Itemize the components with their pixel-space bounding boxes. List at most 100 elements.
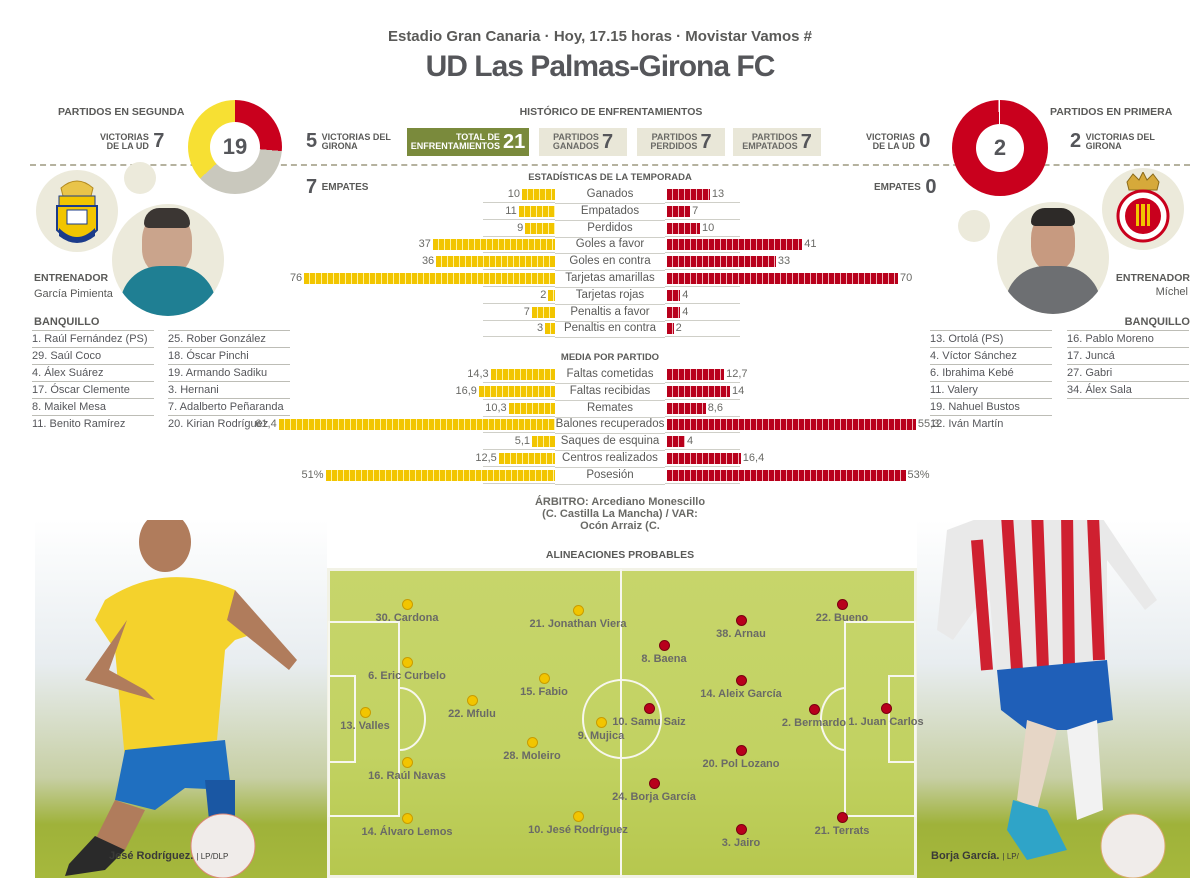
row-rule bbox=[483, 235, 555, 237]
stat-label: Remates bbox=[555, 400, 665, 418]
lineup-player: 10. Jesé Rodríguez bbox=[503, 811, 653, 836]
las-palmas-value: 16,9 bbox=[455, 384, 477, 397]
girona-crest-icon bbox=[1116, 172, 1170, 243]
stat-row: 9 Perdidos 10 bbox=[230, 220, 990, 238]
stat-label: Perdidos bbox=[555, 220, 665, 238]
player-name: 20. Pol Lozano bbox=[702, 758, 780, 770]
las-palmas-bar bbox=[545, 323, 555, 335]
girona-value: 41 bbox=[804, 238, 817, 251]
las-palmas-value: 51% bbox=[301, 468, 324, 481]
girona-bar bbox=[667, 189, 710, 200]
las-palmas-value: 12,5 bbox=[475, 452, 497, 464]
stat-label: Balones recuperados bbox=[555, 416, 665, 435]
right-coach-photo bbox=[997, 202, 1109, 314]
bench-player: 1. Raúl Fernández (PS) bbox=[32, 330, 154, 347]
bench-player: 18. Óscar Pinchi bbox=[168, 347, 290, 364]
player-marker-icon bbox=[735, 745, 747, 756]
right-donut-chart: 2 bbox=[952, 100, 1048, 196]
lineup-player: 22. Mfulu bbox=[397, 695, 547, 720]
bench-player: 25. Rober González bbox=[168, 330, 290, 347]
stat-label: Tarjetas amarillas bbox=[555, 270, 665, 288]
row-rule bbox=[665, 302, 740, 304]
right-bench-heading: BANQUILLO bbox=[1124, 316, 1190, 328]
las-palmas-bar bbox=[278, 419, 555, 431]
coach-hair bbox=[144, 208, 190, 228]
stat-label: Ganados bbox=[555, 186, 665, 204]
girona-bar bbox=[667, 402, 706, 414]
bench-player: 12. Iván Martín bbox=[930, 415, 1052, 432]
lineup-player: 8. Baena bbox=[589, 640, 739, 665]
lineups-heading: ALINEACIONES PROBABLES bbox=[545, 549, 695, 561]
player-name: 14. Álvaro Lemos bbox=[361, 826, 453, 838]
coach-shirt bbox=[1005, 266, 1101, 314]
stat-row: 7 Penaltis a favor 4 bbox=[230, 304, 990, 322]
girona-bar bbox=[667, 436, 685, 448]
las-palmas-bar bbox=[432, 239, 555, 251]
girona-value: 4 bbox=[682, 305, 689, 318]
stat-label: Penaltis a favor bbox=[555, 304, 665, 322]
player-name: 13. Valles bbox=[340, 720, 390, 732]
row-rule bbox=[483, 466, 555, 467]
player-marker-icon bbox=[735, 615, 747, 626]
lineup-player: 9. Mujica bbox=[526, 717, 676, 742]
lineup-player: 2. Bermardo bbox=[739, 704, 889, 729]
player-name: 10. Samu Saiz bbox=[612, 716, 686, 728]
stat-label: Goles a favor bbox=[555, 236, 665, 255]
bench-player: 11. Benito Ramírez bbox=[32, 415, 154, 432]
girona-bar bbox=[667, 205, 691, 217]
bench-player: 17. Óscar Clemente bbox=[32, 381, 154, 398]
player-name: 24. Borja García bbox=[612, 791, 696, 803]
stat-label: Penaltis en contra bbox=[555, 320, 665, 339]
jese-caption: Jesé Rodríguez. | LP/DLP bbox=[109, 850, 229, 862]
girona-value: 33 bbox=[777, 255, 791, 268]
left-ud-wins: VICTORIAS DE LA UD 7 bbox=[100, 130, 164, 153]
row-rule bbox=[483, 218, 555, 220]
girona-bar bbox=[667, 323, 674, 335]
las-palmas-bar bbox=[436, 256, 555, 268]
bench-player: 7. Adalberto Peñaranda bbox=[168, 398, 290, 415]
row-rule bbox=[665, 482, 740, 484]
girona-value: 13 bbox=[711, 188, 725, 200]
player-name: 38. Arnau bbox=[716, 628, 766, 640]
las-palmas-value: 36 bbox=[421, 255, 435, 268]
bench-player: 27. Gabri bbox=[1067, 364, 1189, 381]
left-coach-name: García Pimienta bbox=[34, 288, 113, 300]
player-marker-icon bbox=[401, 813, 413, 824]
stat-row: 11 Empatados 7 bbox=[230, 203, 990, 221]
las-palmas-value: 14,3 bbox=[467, 368, 489, 380]
las-palmas-value: 10 bbox=[507, 188, 520, 200]
lineup-player: 3. Jairo bbox=[666, 824, 816, 849]
lineup-player: 28. Moleiro bbox=[457, 737, 607, 762]
girona-crest bbox=[1102, 168, 1184, 250]
stat-label: Saques de esquina bbox=[555, 433, 665, 452]
coach-shirt bbox=[120, 266, 216, 316]
stat-label: Tarjetas rojas bbox=[555, 287, 665, 305]
stat-row: 36 Goles en contra 33 bbox=[230, 253, 990, 272]
lineup-player: 16. Raúl Navas bbox=[332, 757, 482, 782]
player-marker-icon bbox=[538, 673, 550, 684]
player-marker-icon bbox=[466, 695, 478, 706]
stat-row: 14,3 Faltas cometidas 12,7 bbox=[230, 366, 990, 384]
decorative-circle bbox=[958, 210, 990, 242]
girona-bar bbox=[667, 419, 916, 431]
stat-row: 37 Goles a favor 41 bbox=[230, 236, 990, 255]
las-palmas-value: 37 bbox=[418, 238, 431, 251]
row-rule bbox=[665, 382, 740, 383]
bench-player bbox=[1067, 398, 1189, 415]
las-palmas-value: 3 bbox=[536, 322, 544, 335]
bench-player: 34. Álex Sala bbox=[1067, 381, 1189, 398]
row-rule bbox=[665, 286, 740, 287]
girona-bar bbox=[667, 453, 741, 464]
left-bench-col1: 1. Raúl Fernández (PS) 29. Saúl Coco 4. … bbox=[32, 330, 154, 432]
lineup-pitch: 13. Valles 30. Cardona 6. Eric Curbelo 16. … bbox=[327, 568, 924, 878]
girona-value: 4 bbox=[682, 288, 689, 301]
lineup-player: 20. Pol Lozano bbox=[666, 745, 816, 770]
row-rule bbox=[665, 466, 740, 467]
row-rule bbox=[665, 269, 740, 271]
bench-player: 19. Armando Sadiku bbox=[168, 364, 290, 381]
player-name: 14. Aleix García bbox=[700, 688, 782, 700]
lineup-player: 24. Borja García bbox=[579, 778, 729, 803]
row-rule bbox=[665, 218, 740, 220]
historico-perdidos-box: PARTIDOS PERDIDOS 7 bbox=[637, 128, 725, 156]
player-photo-jese bbox=[65, 512, 297, 879]
